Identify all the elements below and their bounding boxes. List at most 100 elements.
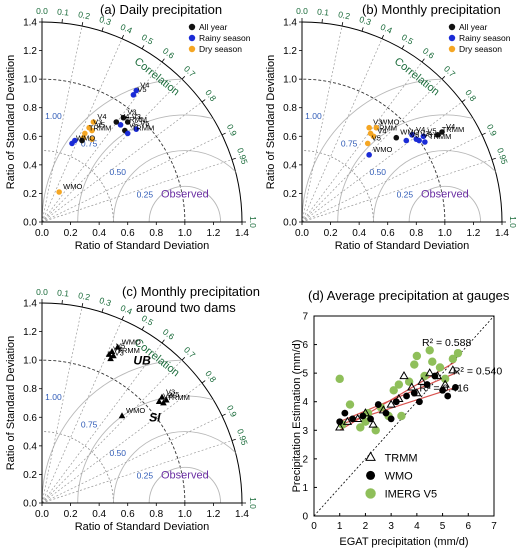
corr-tick-label: 0.6 <box>421 46 437 61</box>
corr-tick <box>201 99 206 103</box>
point-label: WMO <box>126 406 145 415</box>
corr-tick-label: 0.6 <box>161 46 177 61</box>
corr-tick-label: 0.9 <box>225 123 239 138</box>
taylor-point <box>107 355 114 362</box>
y-tick-label: 6 <box>302 340 308 351</box>
taylor-point <box>117 122 124 128</box>
point-label: TRMM <box>89 123 112 132</box>
x-axis-title: Ratio of Standard Deviation <box>75 521 210 533</box>
imerg-point <box>335 374 344 384</box>
wmo-point <box>374 401 382 408</box>
rmsd-arc <box>112 150 242 222</box>
corr-tick <box>441 76 446 80</box>
rmsd-arc <box>372 150 502 222</box>
rmsd-arc <box>148 467 222 503</box>
x-tick-label: 0.4 <box>92 509 106 520</box>
observed-label: Observed <box>161 189 209 201</box>
rmsd-label: 0.75 <box>81 138 98 148</box>
y-tick-label: 0.2 <box>23 470 37 481</box>
trmm-point <box>394 393 404 402</box>
rmsd-arc <box>148 186 222 222</box>
trmm-point <box>417 376 427 385</box>
scatter-panel: (d) Average precipitation at gauges 0 1 2 3 4… <box>291 288 510 548</box>
corr-tick <box>491 157 496 160</box>
corr-line <box>41 306 83 504</box>
corr-line <box>41 159 233 223</box>
point-label: V4 <box>113 344 122 353</box>
rmsd-label: 1.00 <box>45 392 62 402</box>
panel-subtitle: around two dams <box>136 300 236 315</box>
x-tick-label: 1 <box>337 521 343 532</box>
taylor-point <box>79 137 85 144</box>
trmm-point <box>448 365 458 374</box>
corr-tick <box>161 339 165 344</box>
legend-marker <box>448 45 456 53</box>
x-tick-label: 1.4 <box>235 509 249 520</box>
point-label: V4 <box>120 112 129 121</box>
corr-line <box>41 25 83 223</box>
legend-label: Rainy season <box>459 33 511 43</box>
corr-tick-label: 0.1 <box>317 6 330 17</box>
taylor-point <box>89 127 95 134</box>
x-tick-label: 1.2 <box>466 228 480 239</box>
trmm-point <box>432 370 443 380</box>
x-tick-label: 0.4 <box>92 228 106 239</box>
corr-tick-label: 0.9 <box>485 123 499 138</box>
taylor-point <box>133 126 140 132</box>
r2-label: R² = 0.540 <box>453 366 502 378</box>
corr-tick <box>181 76 186 80</box>
corr-tick <box>381 34 384 39</box>
point-label: WMO <box>122 337 141 346</box>
x-tick-label: 0.0 <box>35 228 49 239</box>
point-label: V4 <box>416 125 425 134</box>
panel-title: (a) Daily precipitation <box>100 2 222 17</box>
y-tick-label: 1.2 <box>283 46 297 57</box>
taylor-point <box>434 132 441 138</box>
taylor-point <box>364 140 371 147</box>
x-tick-label: 1.0 <box>178 228 192 239</box>
x-tick-label: 1.4 <box>495 228 509 239</box>
x-tick-label: 1.0 <box>438 228 452 239</box>
x-tick-label: 7 <box>491 521 497 532</box>
r2-label: R² = 0.588 <box>422 337 471 349</box>
point-label: V4 <box>446 122 455 131</box>
y-axis-title: Precipitation Estimation (mm/d) <box>291 340 303 493</box>
corr-tick-label: 0.95 <box>235 147 250 166</box>
x-tick-label: 0.2 <box>64 509 78 520</box>
x-tick-label: 3 <box>388 521 394 532</box>
point-label: V5 <box>170 390 179 399</box>
legend-label: IMERG V5 <box>385 488 438 500</box>
point-label: TRMM <box>442 125 465 134</box>
corr-line <box>301 78 443 223</box>
legend-marker <box>365 488 376 499</box>
point-label: V4 <box>163 392 172 401</box>
corr-line <box>301 61 423 223</box>
rmsd-label: 1.00 <box>305 111 322 121</box>
corr-tick <box>181 357 186 361</box>
trmm-point <box>412 388 422 397</box>
x-axis-title: Ratio of Standard Deviation <box>75 240 210 252</box>
outer-arc <box>41 302 243 504</box>
taylor-point <box>158 393 166 400</box>
point-label: V3 <box>127 108 136 117</box>
taylor-point <box>373 124 380 131</box>
legend-label: Dry season <box>459 44 502 54</box>
wmo-point <box>452 384 459 391</box>
corr-tick <box>461 99 466 103</box>
x-axis-title: EGAT precipitation (mm/d) <box>339 536 468 548</box>
corr-tick <box>201 380 206 384</box>
imerg-point <box>397 411 406 421</box>
rmsd-label: 0.25 <box>397 190 414 200</box>
point-label: V5 <box>116 342 125 351</box>
taylor-point <box>155 397 163 404</box>
taylor-point <box>113 119 120 125</box>
taylor-point <box>133 87 140 94</box>
corr-tick-label: 0.4 <box>119 303 134 317</box>
corr-tick <box>81 303 84 308</box>
legend-label: All year <box>199 22 228 32</box>
corr-tick-label: 0.2 <box>77 9 91 21</box>
taylor-point <box>439 129 445 135</box>
corr-line <box>301 25 343 223</box>
corr-line <box>41 319 123 504</box>
corr-line <box>41 359 183 504</box>
